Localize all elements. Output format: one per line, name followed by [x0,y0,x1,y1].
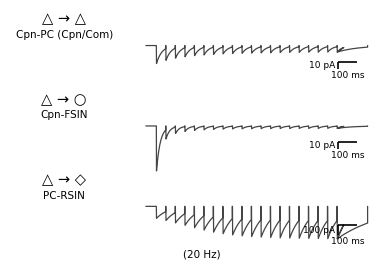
Text: 10 pA: 10 pA [309,61,335,70]
Text: (20 Hz): (20 Hz) [184,250,221,260]
Text: △ → ○: △ → ○ [42,92,87,107]
Text: 100 ms: 100 ms [331,237,365,246]
Text: 100 ms: 100 ms [331,71,365,80]
Text: Cpn-FSIN: Cpn-FSIN [40,110,88,120]
Text: △ → △: △ → △ [42,11,86,26]
Text: 10 pA: 10 pA [309,141,335,150]
Text: 100 pA: 100 pA [303,226,335,234]
Text: PC-RSIN: PC-RSIN [43,191,85,201]
Text: 100 ms: 100 ms [331,151,365,160]
Text: Cpn-PC (Cpn/Com): Cpn-PC (Cpn/Com) [16,30,113,40]
Text: △ → ◇: △ → ◇ [42,172,86,187]
